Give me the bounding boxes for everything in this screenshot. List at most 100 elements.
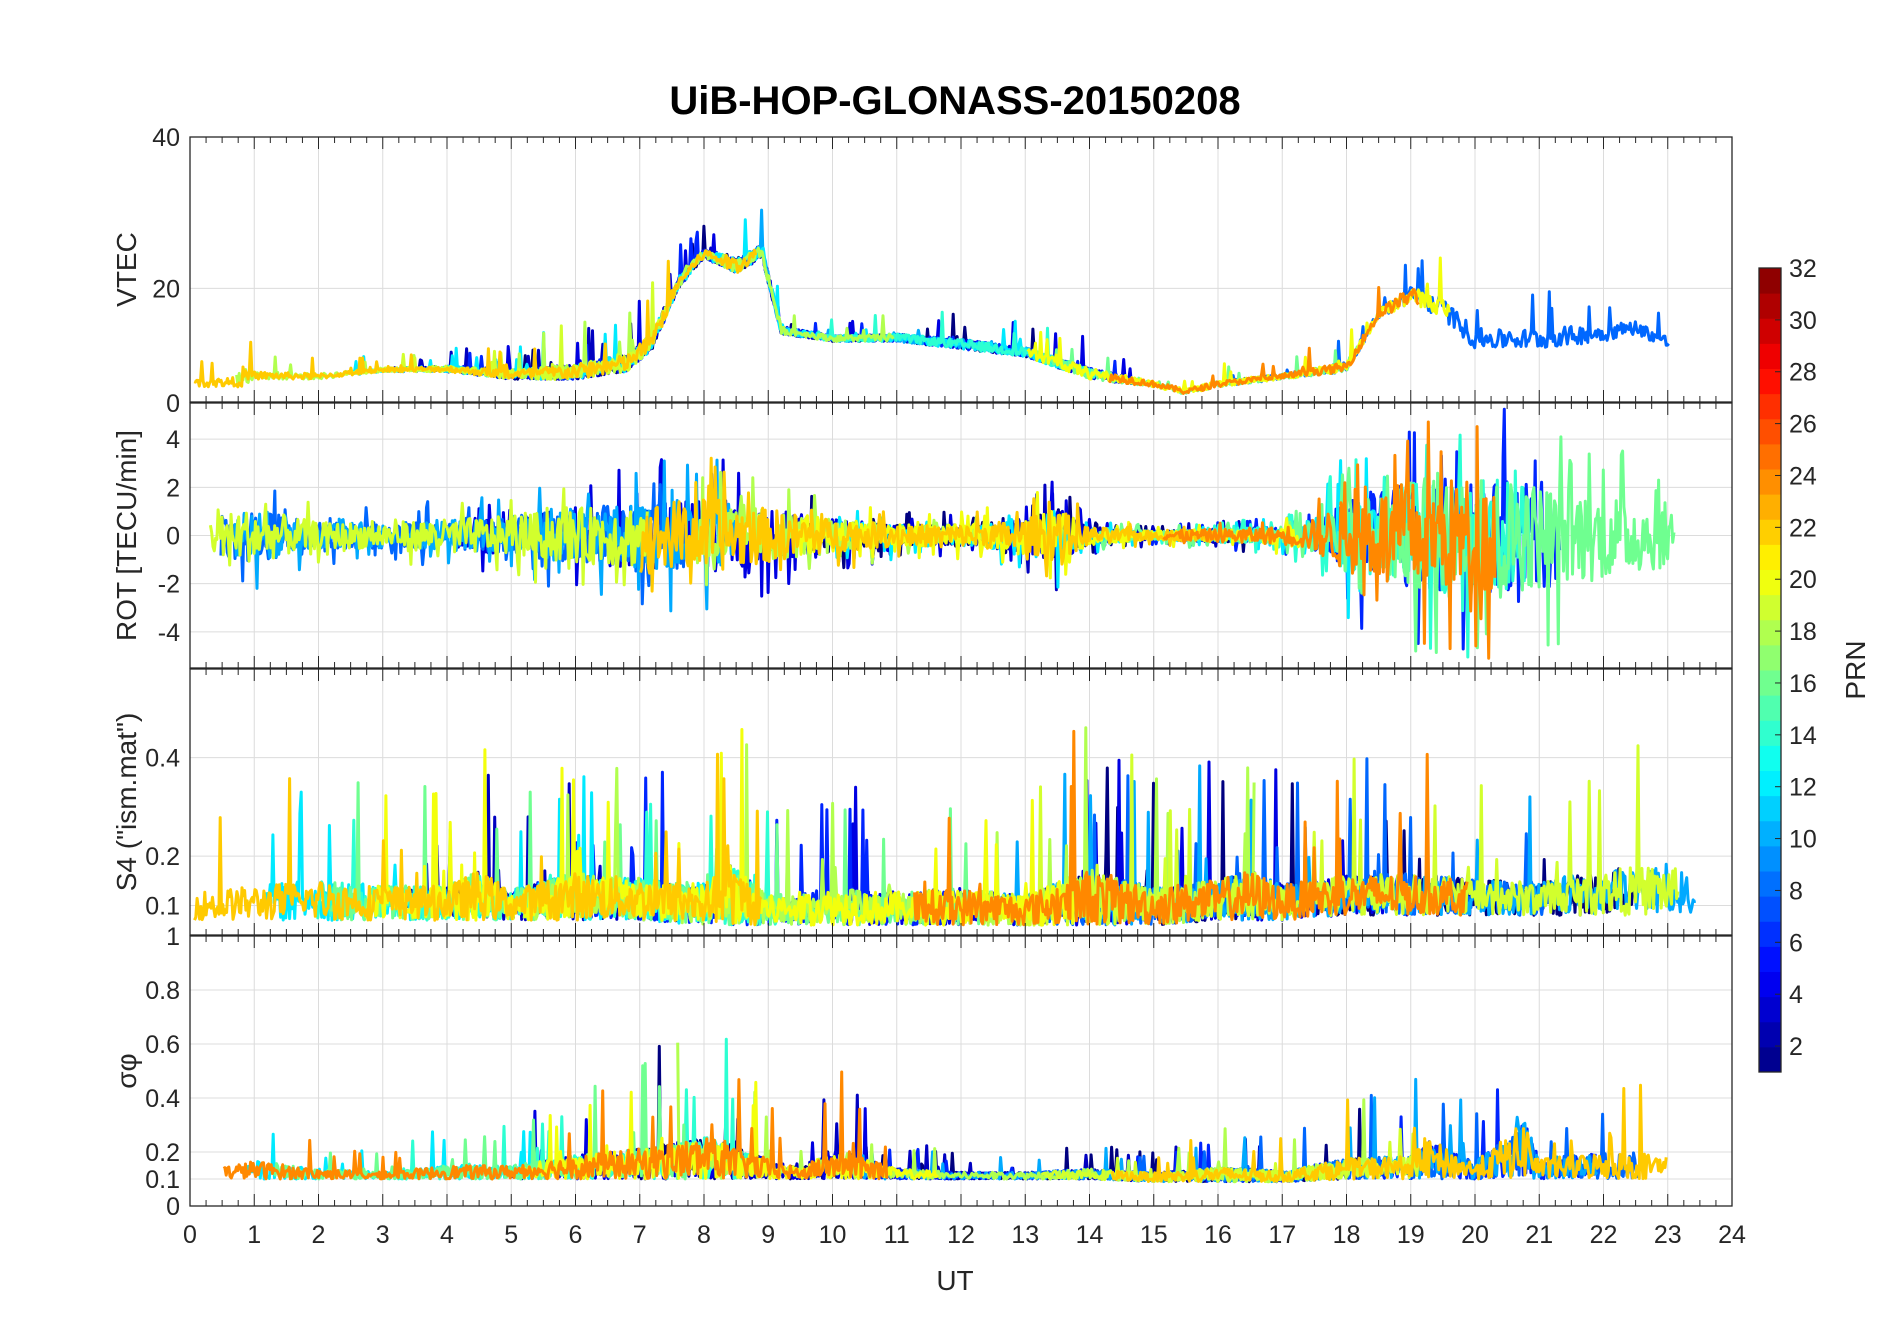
- colorbar-segment: [1759, 644, 1781, 671]
- colorbar-segment: [1759, 996, 1781, 1023]
- x-tick-label: 20: [1461, 1221, 1489, 1249]
- y-tick-label: 20: [152, 275, 180, 303]
- panel-traces: [193, 208, 1670, 395]
- colorbar-tick-label: 10: [1789, 826, 1817, 854]
- series-line-prn-8: [1222, 259, 1670, 386]
- series-line-prn-24: [913, 729, 1469, 927]
- x-axis-label: UT: [936, 1265, 973, 1296]
- x-tick-label: 13: [1011, 1221, 1039, 1249]
- colorbar-segment: [1759, 494, 1781, 520]
- series-line-prn-22: [193, 752, 763, 927]
- colorbar-tick-label: 20: [1789, 566, 1817, 594]
- x-tick-label: 17: [1268, 1221, 1296, 1249]
- series-line-prn-22: [1110, 1083, 1668, 1183]
- y-axis-label: S4 ("ism.mat"): [111, 713, 142, 892]
- x-tick-label: 11: [884, 1221, 910, 1249]
- colorbar-segment: [1759, 971, 1781, 998]
- colorbar-segment: [1759, 519, 1781, 545]
- series-line-prn-10: [851, 1077, 1599, 1184]
- x-tick-label: 0: [183, 1221, 197, 1249]
- panel-1: 20 40 VTEC: [111, 124, 1733, 403]
- colorbar-label: PRN: [1840, 640, 1871, 699]
- y-tick-label: 1: [166, 923, 180, 951]
- x-tick-label: 23: [1654, 1221, 1682, 1249]
- panel-4: 00.10.2 0.4 0.6 0.8 1 σφ: [111, 923, 1733, 1221]
- colorbar-frame: [1758, 267, 1782, 1073]
- x-tick-label: 1: [247, 1221, 261, 1249]
- colorbar-segment: [1759, 1046, 1781, 1073]
- y-tick-label: 0: [166, 390, 180, 418]
- x-tick-label: 9: [761, 1221, 775, 1249]
- colorbar-tick-label: 22: [1789, 514, 1817, 542]
- x-tick-label: 3: [376, 1221, 390, 1249]
- colorbar-segment: [1759, 1021, 1781, 1048]
- colorbar-segment: [1759, 343, 1781, 369]
- y-tick-label: 0.1: [145, 892, 180, 920]
- y-tick-label: 0.4: [145, 745, 180, 773]
- colorbar-segment: [1759, 871, 1781, 897]
- y-tick-label: 40: [152, 124, 180, 152]
- colorbar-segment: [1759, 921, 1781, 947]
- colorbar-segment: [1759, 318, 1781, 344]
- colorbar-tick-label: 32: [1789, 255, 1817, 283]
- x-tick-label: 14: [1076, 1221, 1104, 1249]
- colorbar-segment: [1759, 594, 1781, 621]
- x-tick-label: 12: [947, 1221, 975, 1249]
- panel-traces: [222, 1037, 1668, 1184]
- y-tick-label: -2: [158, 571, 180, 599]
- colorbar-segment: [1759, 293, 1781, 319]
- series-line-prn-22: [639, 456, 1221, 593]
- x-tick-label: 18: [1333, 1221, 1361, 1249]
- panel-2: -4 -2 0 2 4 0 ROT [TECU/min]: [111, 390, 1733, 669]
- y-axis-label: ROT [TECU/min]: [111, 430, 142, 641]
- x-tick-label: 6: [569, 1221, 583, 1249]
- colorbar-segment: [1759, 946, 1781, 972]
- colorbar-segment: [1759, 670, 1781, 696]
- colorbar-segment: [1759, 619, 1781, 646]
- colorbar-segment: [1759, 469, 1781, 495]
- y-tick-label: 0.6: [145, 1031, 180, 1059]
- colorbar-tick-label: 4: [1789, 981, 1803, 1009]
- colorbar-segment: [1759, 393, 1781, 420]
- x-tick-label: 7: [633, 1221, 647, 1249]
- colorbar-tick-label: 12: [1789, 774, 1817, 802]
- series-line-prn-12: [351, 218, 1067, 381]
- colorbar-segment: [1759, 368, 1781, 395]
- x-tick-label: 8: [697, 1221, 711, 1249]
- colorbar-segment: [1759, 695, 1781, 721]
- x-tick-label: 4: [440, 1221, 454, 1249]
- colorbar-segment: [1759, 795, 1781, 822]
- colorbar-segment: [1759, 896, 1781, 922]
- colorbar-tick-label: 6: [1789, 929, 1803, 957]
- series-line-prn-24: [1162, 420, 1497, 660]
- colorbar-segment: [1759, 544, 1781, 570]
- colorbar-segment: [1759, 720, 1781, 746]
- x-tick-label: 19: [1397, 1221, 1425, 1249]
- colorbar-segment: [1759, 268, 1781, 294]
- colorbar-segment: [1759, 745, 1781, 771]
- y-tick-label: 0.8: [145, 977, 180, 1005]
- x-tick-label: 16: [1204, 1221, 1232, 1249]
- colorbar-segment: [1759, 820, 1781, 847]
- colorbar-segment: [1759, 845, 1781, 872]
- x-tick-label: 2: [312, 1221, 326, 1249]
- y-axis-label: VTEC: [111, 232, 142, 307]
- y-tick-label: 2: [166, 474, 180, 502]
- y-tick-label: -4: [158, 619, 180, 647]
- colorbar-tick-label: 26: [1789, 411, 1817, 439]
- y-tick-label: 0.2: [145, 1139, 180, 1167]
- series-line-prn-18: [676, 1042, 1380, 1184]
- colorbar-tick-label: 14: [1789, 722, 1817, 750]
- series-line-prn-19: [208, 487, 649, 587]
- y-tick-label: 0: [166, 523, 180, 551]
- colorbar-segment: [1759, 418, 1781, 445]
- panel-traces: [208, 407, 1676, 660]
- y-tick-label: 4: [166, 426, 180, 454]
- y-tick-label: 0.2: [145, 843, 180, 871]
- series-line-prn-24: [1107, 286, 1420, 395]
- y-tick-label: 0.4: [145, 1085, 180, 1113]
- colorbar-segment: [1759, 770, 1781, 797]
